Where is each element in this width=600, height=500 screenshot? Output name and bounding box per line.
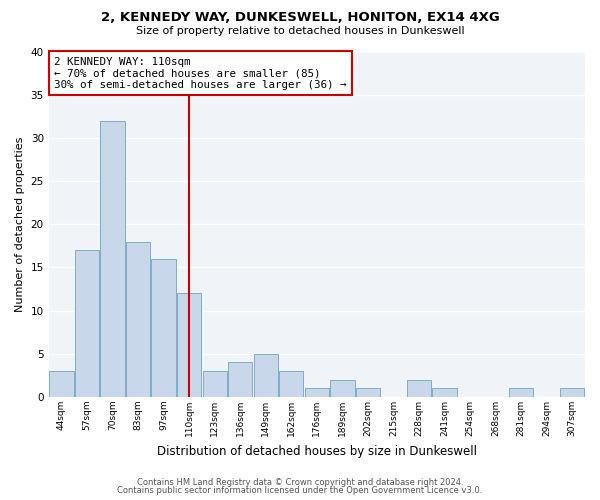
Bar bbox=[228, 362, 253, 397]
Bar bbox=[203, 371, 227, 397]
X-axis label: Distribution of detached houses by size in Dunkeswell: Distribution of detached houses by size … bbox=[157, 444, 477, 458]
Bar bbox=[254, 354, 278, 397]
Bar bbox=[560, 388, 584, 397]
Text: 2 KENNEDY WAY: 110sqm
← 70% of detached houses are smaller (85)
30% of semi-deta: 2 KENNEDY WAY: 110sqm ← 70% of detached … bbox=[54, 56, 347, 90]
Text: Contains public sector information licensed under the Open Government Licence v3: Contains public sector information licen… bbox=[118, 486, 482, 495]
Text: Contains HM Land Registry data © Crown copyright and database right 2024.: Contains HM Land Registry data © Crown c… bbox=[137, 478, 463, 487]
Text: Size of property relative to detached houses in Dunkeswell: Size of property relative to detached ho… bbox=[136, 26, 464, 36]
Bar bbox=[279, 371, 304, 397]
Text: 2, KENNEDY WAY, DUNKESWELL, HONITON, EX14 4XG: 2, KENNEDY WAY, DUNKESWELL, HONITON, EX1… bbox=[101, 11, 499, 24]
Bar bbox=[126, 242, 150, 397]
Bar bbox=[177, 294, 201, 397]
Bar bbox=[100, 120, 125, 397]
Bar bbox=[433, 388, 457, 397]
Bar bbox=[75, 250, 99, 397]
Bar bbox=[356, 388, 380, 397]
Bar bbox=[151, 259, 176, 397]
Bar bbox=[509, 388, 533, 397]
Y-axis label: Number of detached properties: Number of detached properties bbox=[15, 136, 25, 312]
Bar bbox=[49, 371, 74, 397]
Bar bbox=[330, 380, 355, 397]
Bar bbox=[305, 388, 329, 397]
Bar bbox=[407, 380, 431, 397]
